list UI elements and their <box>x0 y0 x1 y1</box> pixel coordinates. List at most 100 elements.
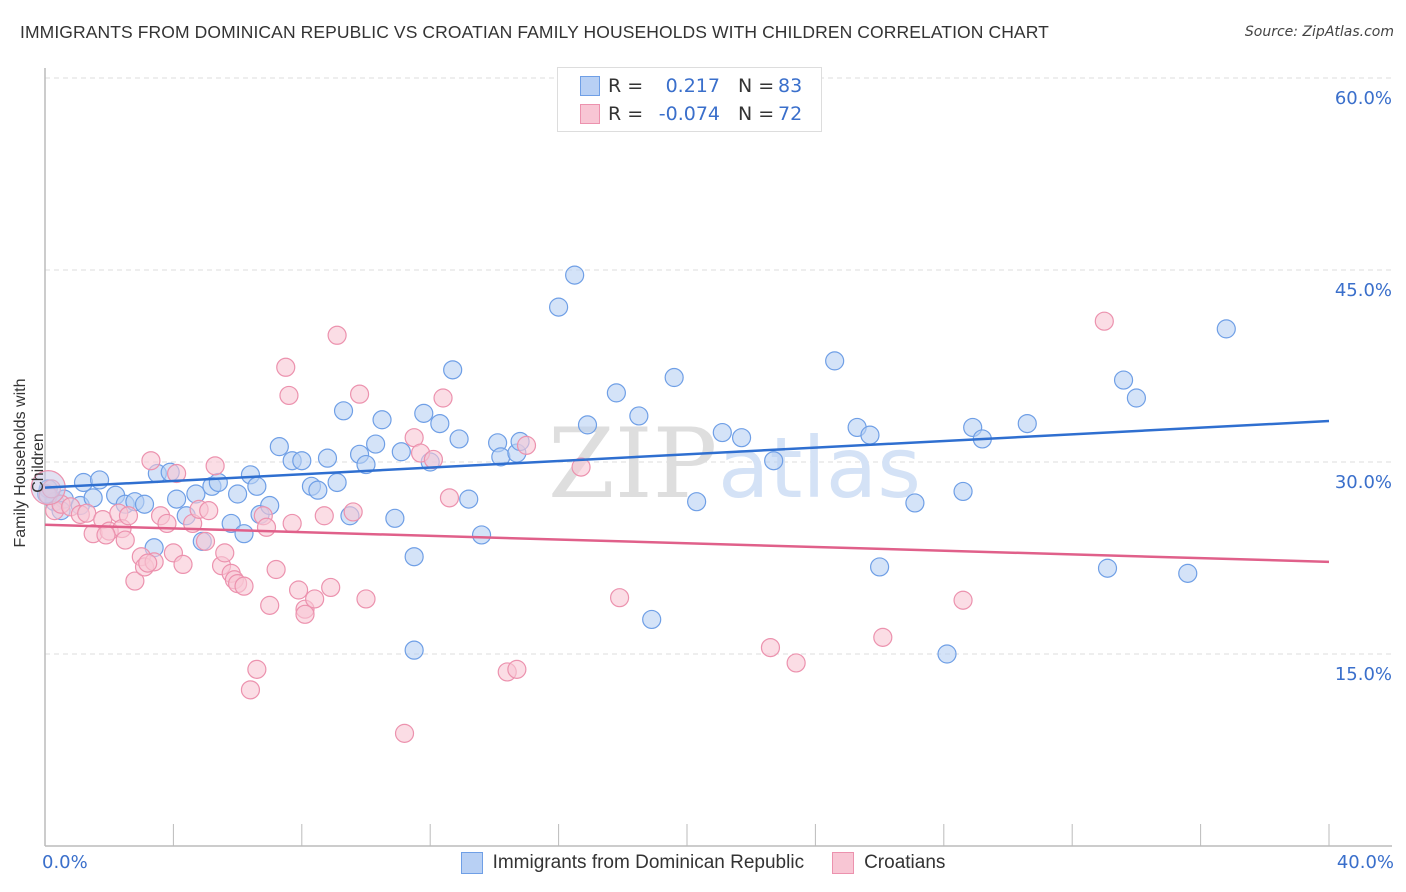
point-dominican <box>308 480 328 500</box>
point-dominican <box>73 472 94 493</box>
axes <box>44 68 1392 847</box>
point-dominican <box>167 489 187 509</box>
point-dominican <box>404 640 424 660</box>
point-croatian <box>205 456 225 476</box>
point-dominican <box>208 472 228 493</box>
point-croatian <box>1094 311 1114 331</box>
point-dominican <box>385 508 405 528</box>
point-dominican <box>1017 414 1037 434</box>
point-croatian <box>439 488 460 508</box>
series-legend: Immigrants from Dominican Republic Croat… <box>0 852 1406 874</box>
point-croatian <box>215 543 235 563</box>
point-dominican <box>404 547 424 567</box>
point-dominican <box>687 492 707 512</box>
point-dominican <box>731 428 752 448</box>
legend-r-value: 0.217 <box>665 75 720 97</box>
point-dominican <box>327 472 347 493</box>
point-dominican <box>134 494 155 514</box>
point-croatian <box>260 595 280 615</box>
point-croatian <box>609 588 630 608</box>
point-croatian <box>571 457 591 477</box>
point-dominican <box>642 609 662 630</box>
source-label: Source: ZipAtlas.com <box>1244 24 1394 40</box>
point-croatian <box>167 463 187 484</box>
point-dominican <box>228 484 248 504</box>
legend-swatch-pink <box>832 852 855 874</box>
point-croatian <box>394 723 415 743</box>
point-dominican <box>292 451 312 471</box>
correlation-legend: R = 0.217 N = 83 R = -0.074 N = 72 <box>557 67 822 132</box>
point-croatian <box>96 525 116 545</box>
point-dominican <box>247 476 267 496</box>
point-dominican <box>317 448 338 468</box>
point-croatian <box>195 531 216 551</box>
legend-swatch-blue <box>580 76 600 96</box>
series-croatian-points <box>30 311 1114 743</box>
point-dominican <box>430 414 450 434</box>
point-dominican <box>565 265 585 285</box>
point-croatian <box>356 589 376 609</box>
point-dominican <box>577 415 598 435</box>
point-dominican <box>471 525 492 545</box>
point-dominican <box>606 383 626 403</box>
point-croatian <box>115 530 135 550</box>
point-dominican <box>1126 388 1147 408</box>
legend-r-label: R = <box>608 103 644 125</box>
legend-item-dominican[interactable]: Immigrants from Dominican Republic <box>460 852 804 874</box>
point-croatian <box>343 502 363 522</box>
point-croatian <box>282 513 302 534</box>
point-dominican <box>1178 563 1198 583</box>
point-croatian <box>321 577 341 598</box>
point-croatian <box>295 604 315 624</box>
y-tick-label: 45.0% <box>1335 280 1392 301</box>
point-croatian <box>266 559 286 580</box>
point-dominican <box>1113 370 1134 390</box>
point-croatian <box>507 659 527 679</box>
point-dominican <box>548 297 569 317</box>
point-dominican <box>1097 558 1118 578</box>
point-croatian <box>349 384 370 404</box>
point-croatian <box>786 653 806 673</box>
point-croatian <box>199 501 219 521</box>
point-croatian <box>327 325 347 345</box>
y-tick-label: 60.0% <box>1335 88 1392 109</box>
legend-r-label: R = <box>608 75 644 97</box>
point-croatian <box>873 627 893 647</box>
point-croatian <box>247 659 267 679</box>
point-croatian <box>138 553 158 573</box>
point-dominican <box>366 434 386 454</box>
point-croatian <box>423 449 444 470</box>
legend-swatch-pink <box>580 104 600 124</box>
y-tick-label: 30.0% <box>1335 472 1392 493</box>
point-croatian <box>314 506 334 526</box>
point-dominican <box>356 454 376 475</box>
point-croatian <box>173 554 193 575</box>
y-tick-label: 15.0% <box>1335 664 1392 685</box>
point-dominican <box>234 524 254 544</box>
point-dominican <box>664 367 684 388</box>
point-dominican <box>449 429 469 449</box>
x-tick-min: 0.0% <box>42 852 88 873</box>
point-croatian <box>760 637 781 658</box>
trend-lines <box>44 419 1330 564</box>
point-dominican <box>443 360 463 380</box>
point-dominican <box>333 401 354 421</box>
y-tick-labels: 15.0% 30.0% 45.0% 60.0% <box>1335 88 1392 685</box>
point-dominican <box>869 557 890 577</box>
point-dominican <box>221 513 241 534</box>
legend-n-value: 83 <box>778 75 803 97</box>
point-croatian <box>240 680 261 700</box>
legend-label: Croatians <box>864 852 946 873</box>
legend-swatch-blue <box>460 852 483 874</box>
legend-row-dominican: R = 0.217 N = 83 <box>580 74 802 98</box>
point-dominican <box>825 351 845 371</box>
point-croatian <box>953 590 973 610</box>
legend-item-croatians[interactable]: Croatians <box>832 852 945 874</box>
point-dominican <box>269 437 289 457</box>
point-croatian <box>279 385 299 406</box>
point-croatian <box>125 571 145 591</box>
y-axis-label: Family Households with Children <box>12 378 47 548</box>
trend-line-croatian <box>44 523 1330 564</box>
point-croatian <box>288 580 309 600</box>
